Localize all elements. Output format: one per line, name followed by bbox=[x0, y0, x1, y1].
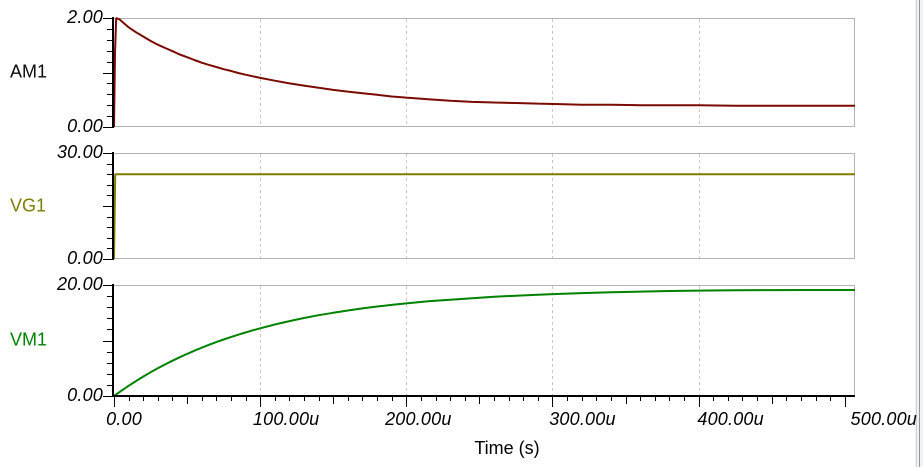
curve-vg1 bbox=[113, 173, 855, 260]
curve-label-vm1: VM1 bbox=[10, 329, 48, 350]
y-axis-max-label-am1: 2.00 bbox=[67, 7, 103, 28]
curve-am1 bbox=[113, 17, 855, 128]
x-tick-label: 500.00u bbox=[850, 409, 917, 429]
plot-am1 bbox=[103, 17, 855, 128]
x-tick-label: 200.00u bbox=[385, 409, 452, 429]
y-axis-max-label-vm1: 20.00 bbox=[56, 274, 103, 295]
y-axis-max-label-vg1: 30.00 bbox=[56, 142, 103, 163]
x-tick-label: 400.00u bbox=[697, 409, 764, 429]
x-tick-label: 100.00u bbox=[252, 409, 320, 429]
window-right-border bbox=[915, 0, 923, 467]
curve-label-vg1: VG1 bbox=[10, 195, 47, 216]
curve-vm1 bbox=[113, 289, 855, 397]
y-axis-min-label-vm1: 0.00 bbox=[67, 385, 103, 406]
plot-vg1 bbox=[103, 152, 855, 260]
plot-vm1 bbox=[103, 284, 855, 397]
x-axis bbox=[112, 395, 855, 407]
y-axis-min-label-am1: 0.00 bbox=[67, 116, 103, 137]
curve-label-am1: AM1 bbox=[10, 61, 48, 82]
y-axis-min-label-vg1: 0.00 bbox=[67, 248, 103, 269]
x-tick-label: 300.00u bbox=[549, 409, 616, 429]
x-tick-label: 0.00 bbox=[106, 409, 142, 429]
x-axis-title: Time (s) bbox=[474, 438, 540, 458]
